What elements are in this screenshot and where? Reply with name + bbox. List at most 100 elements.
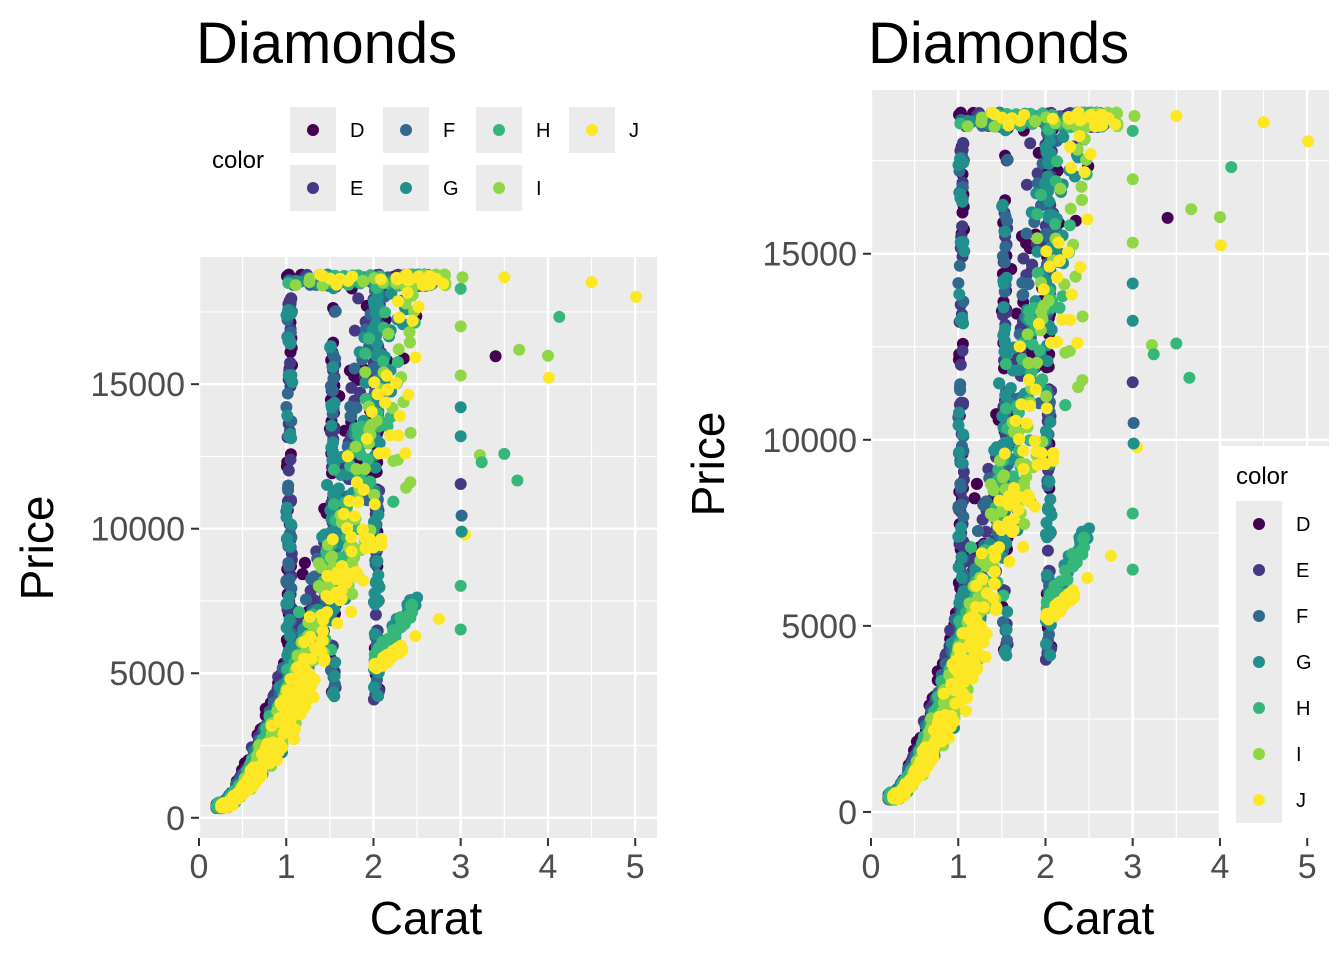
data-point — [298, 662, 311, 675]
data-point — [308, 673, 321, 686]
data-point — [1040, 227, 1053, 240]
data-point — [241, 777, 254, 790]
data-point — [328, 670, 341, 683]
data-point — [382, 632, 395, 645]
data-point — [359, 347, 372, 360]
legend-label: J — [629, 120, 639, 142]
data-point — [348, 362, 361, 375]
y-tick-label: 15000 — [90, 366, 185, 404]
legend-label: H — [536, 120, 550, 142]
y-tick-label: 0 — [166, 800, 185, 838]
data-point — [280, 597, 293, 610]
data-point — [368, 362, 381, 375]
data-point — [300, 593, 312, 606]
data-point — [368, 627, 381, 640]
data-point — [307, 691, 320, 704]
data-point — [1024, 137, 1037, 150]
data-point — [1001, 634, 1013, 647]
data-point — [402, 388, 415, 401]
data-point — [409, 351, 422, 364]
data-point — [298, 556, 311, 569]
data-point — [281, 532, 294, 545]
data-point — [298, 636, 311, 648]
legend-label: G — [443, 178, 459, 200]
legend-swatch — [400, 182, 412, 194]
data-point — [382, 327, 395, 340]
data-point — [329, 305, 342, 318]
data-point — [369, 461, 382, 474]
data-point — [972, 525, 984, 537]
data-point — [387, 495, 400, 508]
data-point — [260, 744, 272, 757]
data-point — [1016, 289, 1029, 301]
data-point — [456, 271, 469, 284]
legend-swatch — [400, 124, 412, 136]
data-point — [952, 500, 965, 513]
data-point — [405, 599, 418, 612]
data-point — [326, 533, 339, 546]
x-tick-label: 2 — [364, 848, 383, 886]
data-point — [371, 555, 384, 568]
data-point — [328, 498, 340, 511]
data-point — [379, 306, 391, 319]
data-point — [327, 463, 340, 476]
data-point — [282, 479, 295, 492]
data-point — [327, 488, 340, 501]
data-point — [345, 545, 358, 558]
data-point — [454, 282, 467, 295]
data-point — [349, 440, 362, 453]
data-point — [356, 523, 369, 536]
data-point — [318, 654, 331, 667]
legend-swatch — [307, 182, 319, 194]
data-point — [343, 495, 356, 507]
data-point — [281, 308, 294, 321]
data-point — [358, 462, 371, 475]
data-point — [401, 286, 414, 299]
data-point — [1001, 215, 1014, 228]
data-point — [368, 498, 381, 511]
data-point — [406, 314, 419, 327]
data-point — [326, 384, 339, 397]
data-point — [475, 456, 488, 469]
data-point — [297, 680, 310, 693]
data-point — [419, 278, 432, 291]
data-point — [303, 276, 316, 288]
data-point — [324, 341, 337, 354]
data-point — [373, 447, 386, 460]
x-tick-label: 1 — [277, 848, 296, 886]
data-point — [454, 579, 467, 592]
data-point — [289, 279, 302, 292]
legend-label: I — [536, 178, 542, 200]
data-point — [296, 695, 309, 708]
data-point — [393, 409, 406, 422]
data-point — [1041, 544, 1054, 557]
data-point — [293, 606, 305, 619]
data-point — [392, 295, 405, 308]
data-point — [357, 274, 369, 287]
data-point — [384, 411, 397, 424]
data-point — [327, 361, 339, 374]
data-point — [357, 483, 370, 496]
data-point — [394, 611, 407, 624]
data-point — [284, 427, 297, 440]
x-tick-label: 5 — [626, 848, 645, 886]
data-point — [359, 366, 372, 379]
x-tick-label: 3 — [451, 848, 470, 886]
data-point — [392, 343, 405, 356]
legend-swatch — [586, 124, 598, 136]
data-point — [351, 422, 364, 435]
data-point — [284, 453, 297, 466]
data-point — [498, 447, 511, 460]
y-tick-label: 5000 — [109, 655, 185, 693]
data-point — [1001, 153, 1014, 166]
data-point — [281, 409, 294, 422]
data-point — [348, 324, 361, 337]
data-point — [392, 272, 405, 285]
data-point — [285, 369, 298, 382]
data-point — [341, 450, 354, 463]
data-point — [321, 478, 334, 491]
data-point — [368, 681, 380, 694]
legend-label: D — [350, 120, 364, 142]
